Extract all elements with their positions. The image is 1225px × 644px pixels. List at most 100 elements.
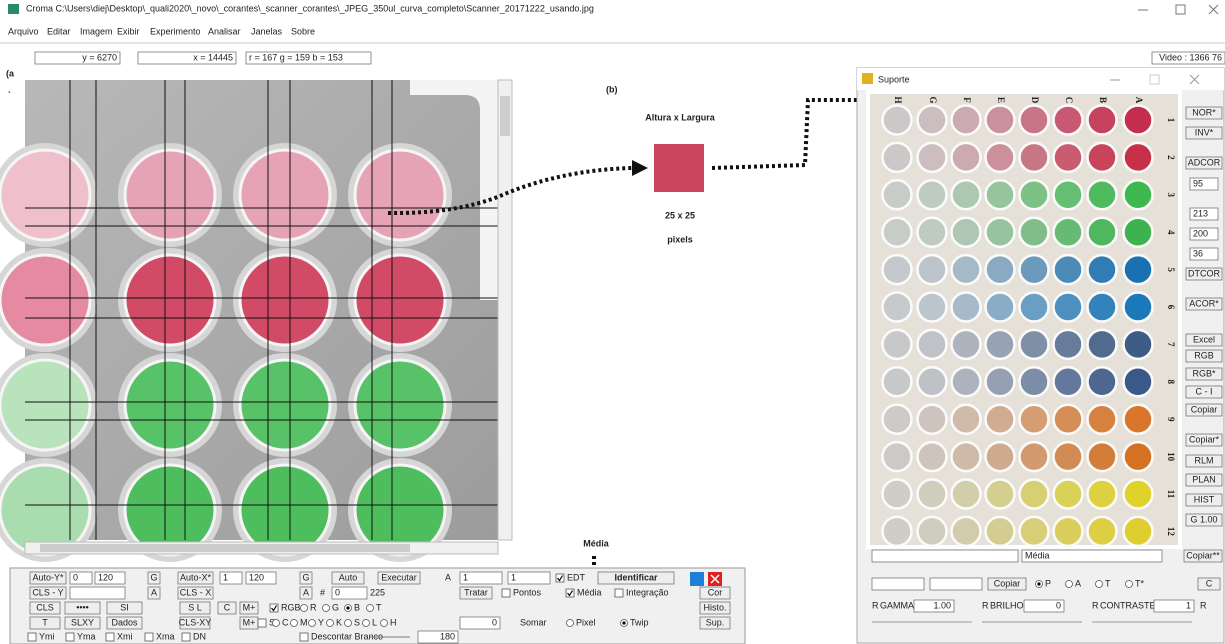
button-label[interactable]: SI [120, 602, 129, 612]
button[interactable]: A [148, 587, 160, 599]
button[interactable]: NOR* [1186, 107, 1222, 119]
button[interactable]: INV* [1186, 127, 1222, 139]
button-label[interactable]: Copiar [1191, 404, 1218, 414]
button[interactable]: Dados [107, 617, 142, 629]
radio[interactable] [291, 620, 298, 627]
checkbox[interactable] [145, 633, 153, 641]
radio[interactable] [567, 620, 574, 627]
button-label[interactable]: INV* [1195, 127, 1214, 137]
menu-item[interactable]: Sobre [291, 26, 315, 36]
radio[interactable] [367, 605, 374, 612]
button[interactable]: SLXY [65, 617, 100, 629]
button-label[interactable]: Auto [339, 572, 358, 582]
button-label[interactable]: Auto-Y* [32, 572, 64, 582]
button[interactable]: Auto [332, 572, 364, 584]
button-label[interactable]: CLS-XY [179, 617, 212, 627]
button[interactable]: •••• [65, 602, 100, 614]
radio[interactable] [1066, 581, 1073, 588]
button-label[interactable]: RGB [1194, 350, 1214, 360]
button-label[interactable]: ADCOR [1188, 157, 1221, 167]
button-label[interactable]: Sup. [706, 617, 725, 627]
radio[interactable] [273, 620, 280, 627]
h-scroll-thumb[interactable] [40, 544, 410, 552]
button-label[interactable]: Histo. [703, 602, 726, 612]
button-label[interactable]: HIST [1194, 494, 1215, 504]
button-label[interactable]: SLXY [71, 617, 94, 627]
radio[interactable] [323, 605, 330, 612]
button[interactable]: G [148, 572, 160, 584]
radio[interactable] [345, 620, 352, 627]
button[interactable]: C [218, 602, 236, 614]
radio[interactable] [1126, 581, 1133, 588]
button[interactable]: RLM [1186, 455, 1222, 467]
v-scroll-thumb[interactable] [500, 96, 510, 136]
checkbox[interactable] [615, 589, 623, 597]
checkbox[interactable] [182, 633, 190, 641]
button-label[interactable]: G [150, 572, 157, 582]
button[interactable]: RGB* [1186, 368, 1222, 380]
input-box[interactable] [930, 578, 982, 590]
button-label[interactable]: Dados [111, 617, 138, 627]
menu-item[interactable]: Exibir [117, 26, 140, 36]
checkbox[interactable] [300, 633, 308, 641]
button-label[interactable]: PLAN [1192, 474, 1216, 484]
button[interactable]: Copiar* [1186, 434, 1222, 446]
button-label[interactable]: Excel [1193, 334, 1215, 344]
button-label[interactable]: A [151, 587, 157, 597]
button[interactable]: RGB [1186, 350, 1222, 362]
radio[interactable] [381, 620, 388, 627]
button-label[interactable]: C - I [1196, 386, 1213, 396]
button[interactable]: Copiar [1186, 404, 1222, 416]
radio[interactable] [301, 605, 308, 612]
button-label[interactable]: •••• [76, 602, 89, 612]
input-box[interactable] [872, 550, 1018, 562]
button-label[interactable]: CLS - Y [32, 587, 63, 597]
input-box[interactable] [872, 578, 924, 590]
button[interactable]: M+ [240, 602, 258, 614]
button[interactable]: ADCOR [1186, 157, 1222, 169]
button[interactable]: PLAN [1186, 474, 1222, 486]
button-label[interactable]: M+ [243, 617, 256, 627]
checkbox[interactable] [28, 633, 36, 641]
button[interactable]: Tratar [460, 587, 492, 599]
v-scrollbar[interactable] [498, 80, 512, 540]
button[interactable]: Copiar [988, 578, 1026, 590]
button-label[interactable]: T [42, 617, 48, 627]
button[interactable]: Auto-Y* [30, 572, 66, 584]
button[interactable]: M+ [240, 617, 258, 629]
button[interactable]: Identificar [598, 572, 674, 584]
menu-item[interactable]: Experimento [150, 26, 201, 36]
button-label[interactable]: C [224, 602, 231, 612]
button-label[interactable]: Copiar [994, 578, 1021, 588]
button-label[interactable]: G [302, 572, 309, 582]
button[interactable]: A [300, 587, 312, 599]
button[interactable]: C [1198, 578, 1220, 590]
button[interactable]: ACOR* [1186, 298, 1222, 310]
button[interactable]: Executar [378, 572, 420, 584]
button[interactable]: Histo. [700, 602, 730, 614]
radio[interactable] [1096, 581, 1103, 588]
blue-icon[interactable] [690, 572, 704, 586]
button-label[interactable]: DTCOR [1188, 268, 1220, 278]
button[interactable]: Excel [1186, 334, 1222, 346]
button-label[interactable]: Copiar** [1186, 550, 1220, 560]
button[interactable]: Auto-X* [178, 572, 213, 584]
radio[interactable] [309, 620, 316, 627]
radio[interactable] [327, 620, 334, 627]
button[interactable]: Copiar** [1184, 550, 1222, 562]
button-label[interactable]: RGB* [1192, 368, 1216, 378]
menu-item[interactable]: Imagem [80, 26, 113, 36]
button-label[interactable]: S L [188, 602, 202, 612]
menu-item[interactable]: Editar [47, 26, 71, 36]
button-label[interactable]: G 1.00 [1190, 514, 1217, 524]
button-label[interactable]: Executar [381, 572, 417, 582]
menu-item[interactable]: Janelas [251, 26, 283, 36]
button-label[interactable]: RLM [1194, 455, 1213, 465]
button[interactable]: C - I [1186, 386, 1222, 398]
button-label[interactable]: Identificar [614, 572, 658, 582]
checkbox[interactable] [502, 589, 510, 597]
button[interactable]: CLS - X [178, 587, 213, 599]
button-label[interactable]: ACOR* [1189, 298, 1219, 308]
checkbox[interactable] [258, 619, 266, 627]
button-label[interactable]: Copiar* [1189, 434, 1220, 444]
